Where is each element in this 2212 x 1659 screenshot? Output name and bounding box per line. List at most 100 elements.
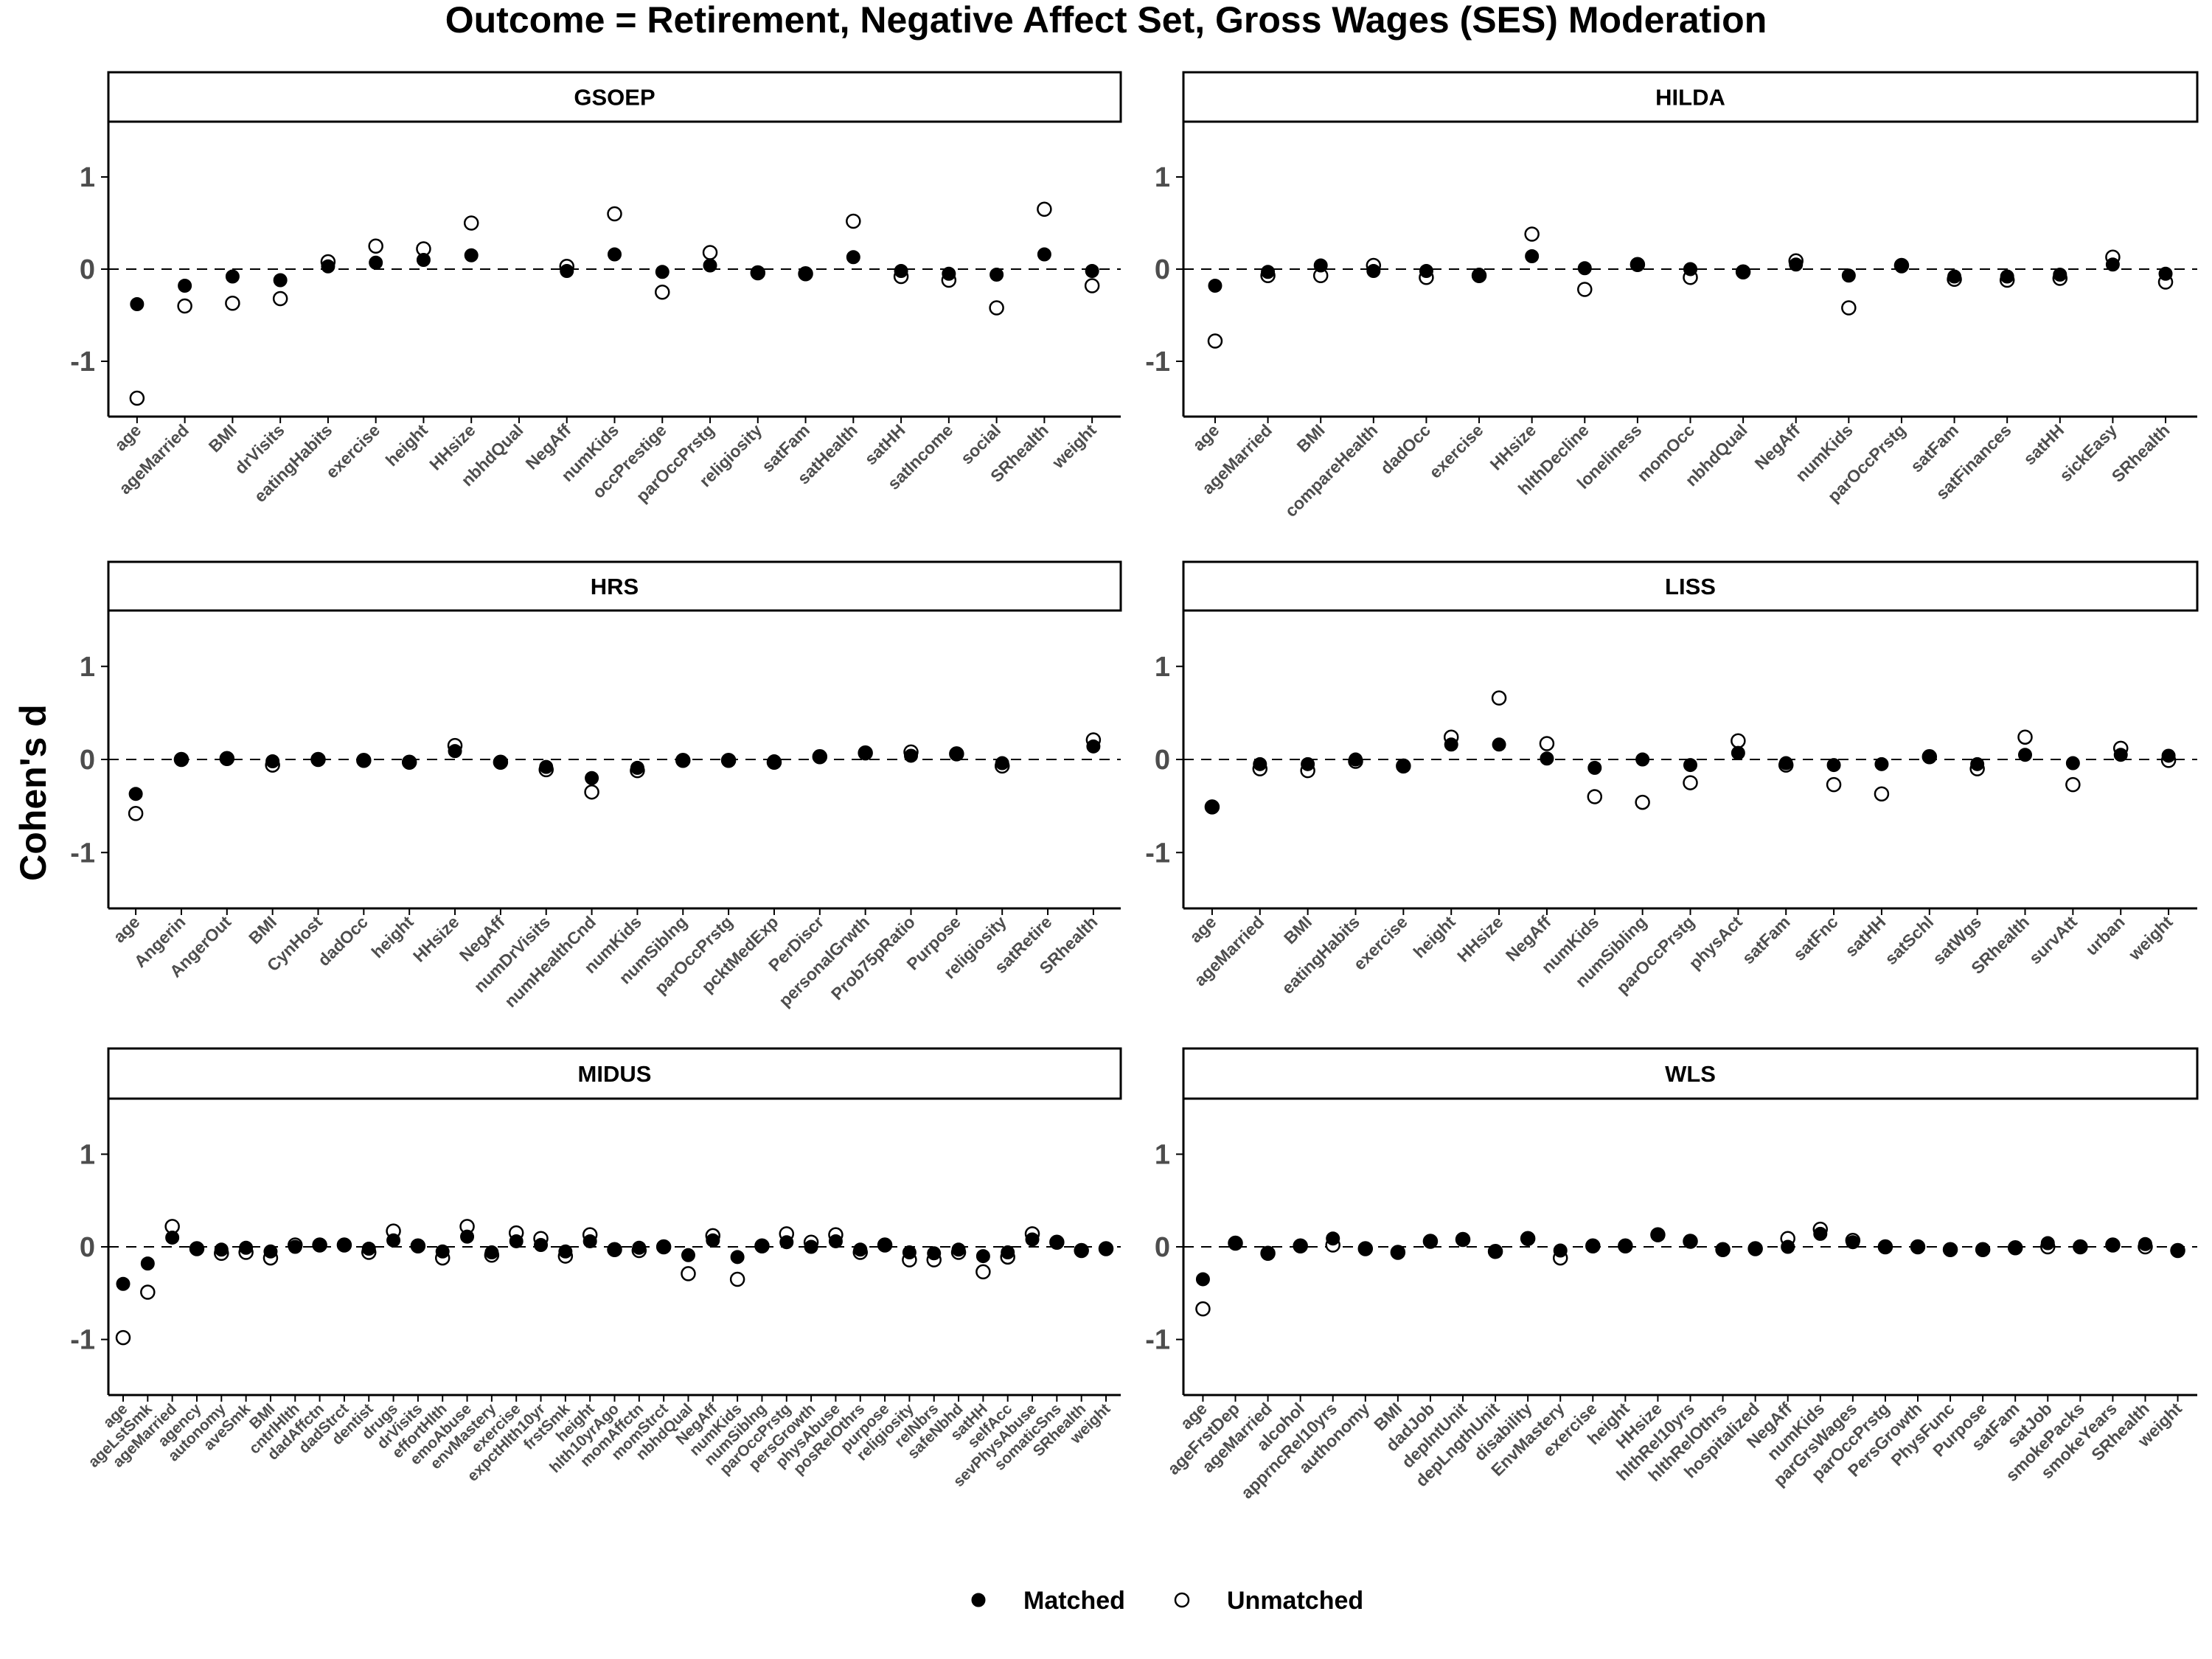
- matched-point-HHsize: [1492, 737, 1506, 752]
- matched-point-physAbuse: [828, 1234, 843, 1248]
- x-tick-label: BMI: [1293, 420, 1329, 456]
- unmatched-point-exercise: [368, 238, 383, 254]
- x-tick-label: NegAff: [1751, 420, 1804, 473]
- matched-point-age: [116, 1276, 131, 1291]
- matched-point-weight: [2161, 748, 2176, 763]
- matched-point-NegAff: [560, 264, 574, 278]
- matched-point-expctHlth10yr: [534, 1237, 549, 1252]
- unmatched-point-age: [1195, 1301, 1211, 1317]
- matched-point-satIncome: [942, 266, 956, 281]
- matched-point-BMI: [1313, 258, 1328, 273]
- unmatched-point-numKids: [1587, 789, 1603, 804]
- matched-point-satJob: [2040, 1236, 2055, 1251]
- matched-point-personalGrwth: [858, 745, 873, 760]
- x-tick-label: physAct: [1685, 912, 1746, 973]
- matched-point-apprncRel10yrs: [1326, 1231, 1340, 1246]
- matched-point-exercise: [1472, 268, 1486, 282]
- y-tick-label: 1: [1155, 652, 1170, 683]
- panel-midus: MIDUS-101ageageLstSmkageMarriedagencyaut…: [70, 1047, 1122, 1490]
- y-tick-label: 1: [80, 652, 95, 683]
- matched-point-CynHost: [310, 752, 325, 767]
- matched-point-eatingHabits: [321, 259, 335, 274]
- matched-point-hlthRelOthrs: [1716, 1242, 1731, 1257]
- matched-point-ageMarried: [178, 279, 192, 293]
- matched-point-SRhealth: [2158, 266, 2173, 281]
- matched-point-sevPhysAbuse: [1025, 1232, 1040, 1247]
- unmatched-point-satFnc: [1826, 776, 1842, 793]
- matched-point-ageMarried: [165, 1230, 180, 1245]
- matched-point-smokeYears: [2105, 1237, 2120, 1252]
- matched-point-Angerin: [174, 752, 189, 767]
- matched-point-height: [1618, 1239, 1632, 1253]
- matched-point-hlthDecline: [1577, 261, 1592, 276]
- y-tick-label: 1: [80, 1139, 95, 1170]
- unmatched-point-HHsize: [463, 215, 479, 231]
- matched-point-ageLstSmk: [140, 1256, 155, 1271]
- matched-point-nbhdQual: [1736, 265, 1750, 279]
- matched-point-parGrsWages: [1846, 1235, 1860, 1250]
- unmatched-point-weight: [1084, 278, 1100, 293]
- matched-point-depLngthUnit: [1488, 1244, 1503, 1259]
- y-tick-label: -1: [1145, 347, 1170, 378]
- matched-point-BMI: [1391, 1245, 1405, 1260]
- y-tick-label: 0: [80, 1232, 95, 1263]
- matched-point-satFnc: [1826, 758, 1841, 773]
- matched-point-parOccPrstg: [1878, 1239, 1893, 1254]
- x-tick-label: HHsize: [1453, 912, 1507, 966]
- matched-point-pcktMedExp: [767, 754, 782, 769]
- matched-point-compareHealth: [1366, 264, 1381, 278]
- y-tick-label: -1: [70, 1325, 95, 1356]
- matched-point-physAct: [1731, 745, 1745, 760]
- x-tick-label: survAtt: [2025, 912, 2081, 968]
- matched-point-weight: [1085, 264, 1099, 278]
- matched-point-SRhealth: [2018, 748, 2033, 762]
- legend-marker-unmatched: [1174, 1592, 1190, 1608]
- x-tick-label: dadOcc: [314, 912, 372, 970]
- unmatched-point-ageLstSmk: [140, 1284, 156, 1300]
- x-tick-label: HHsize: [409, 912, 463, 966]
- unmatched-point-age: [1207, 333, 1223, 349]
- matched-point-age: [128, 787, 143, 801]
- matched-point-dadAffctn: [313, 1237, 327, 1252]
- matched-point-survAtt: [2065, 756, 2080, 771]
- unmatched-point-BMI: [225, 296, 240, 311]
- unmatched-point-SRhealth: [1037, 201, 1052, 217]
- unmatched-point-social: [989, 300, 1004, 316]
- matched-point-hlthRel10yrs: [1683, 1234, 1697, 1248]
- matched-point-ageMarried: [1253, 757, 1267, 771]
- matched-point-satSchl: [1922, 749, 1937, 764]
- matched-point-somaticSns: [1049, 1235, 1064, 1250]
- matched-point-satFam: [1947, 269, 1962, 284]
- legend: Matched Unmatched: [971, 1587, 1363, 1615]
- unmatched-point-satHH: [1874, 786, 1890, 801]
- panel-strip: [107, 71, 1122, 123]
- matched-point-PerDiscr: [813, 749, 827, 764]
- matched-point-Purpose: [949, 746, 964, 761]
- y-tick-label: 0: [80, 745, 95, 776]
- y-tick-label: 1: [1155, 162, 1170, 193]
- x-tick-label: weight: [2124, 912, 2177, 964]
- unmatched-point-numKids: [729, 1271, 745, 1287]
- panel-title: GSOEP: [574, 85, 655, 111]
- matched-point-NegAff: [1789, 257, 1804, 272]
- matched-point-height: [402, 755, 417, 770]
- panel-title: HILDA: [1655, 85, 1725, 111]
- matched-point-religiosity: [995, 756, 1009, 771]
- matched-point-purpose: [877, 1237, 892, 1252]
- matched-point-aveSmk: [239, 1240, 254, 1255]
- matched-point-satFam: [799, 266, 813, 281]
- unmatched-point-numKids: [607, 206, 622, 222]
- matched-point-effortHlth: [435, 1244, 450, 1259]
- panel-title: MIDUS: [578, 1061, 652, 1087]
- unmatched-point-satHealth: [846, 213, 861, 229]
- x-tick-label: BMI: [245, 912, 280, 947]
- matched-point-satWgs: [1970, 757, 1985, 771]
- matched-point-momOcc: [1683, 262, 1697, 276]
- matched-point-persGrowth: [804, 1239, 818, 1254]
- legend-marker-matched: [971, 1593, 986, 1607]
- matched-point-numSiblng: [675, 753, 690, 768]
- matched-point-drugs: [386, 1233, 401, 1248]
